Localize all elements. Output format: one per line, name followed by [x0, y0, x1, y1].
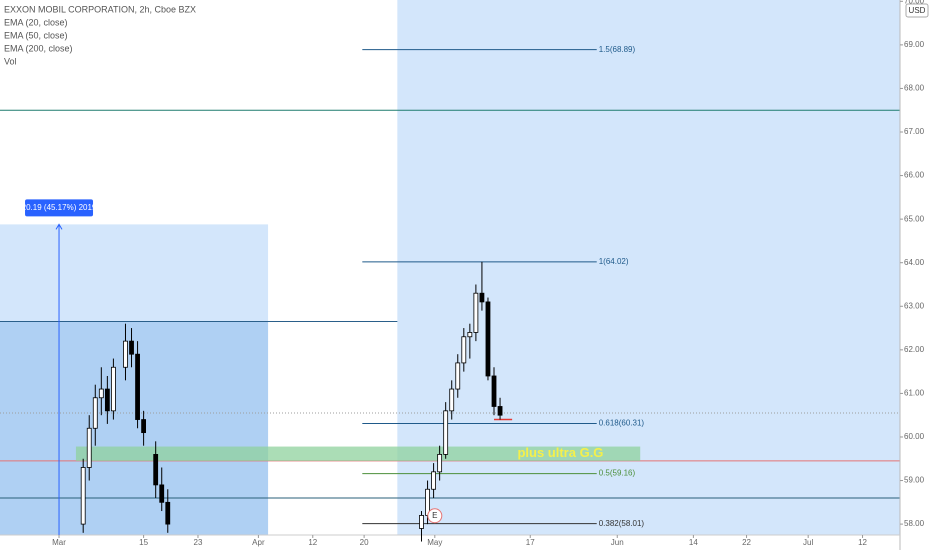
- fib-label: 0.5(59.16): [599, 469, 636, 478]
- y-tick-label: 69.00: [904, 40, 925, 49]
- y-tick-label: 70.00: [904, 0, 925, 5]
- y-tick-label: 66.00: [904, 171, 925, 180]
- candle-body: [461, 336, 467, 364]
- x-tick-label: 12: [308, 538, 317, 547]
- zone: [75, 446, 641, 461]
- event-marker: [427, 508, 443, 524]
- candle-body: [491, 375, 497, 407]
- candle-body: [449, 388, 455, 412]
- currency: USD: [909, 6, 926, 15]
- price-axis-bg: [900, 0, 932, 550]
- x-tick-label: Jun: [611, 538, 624, 547]
- drawings: [0, 0, 900, 535]
- candle-body: [473, 292, 479, 333]
- y-tick-label: 63.00: [904, 301, 925, 310]
- x-tick-label: 14: [689, 538, 698, 547]
- fib-label: 0.382(58.01): [599, 519, 645, 528]
- candle-body: [455, 362, 461, 390]
- x-tick-label: 20: [360, 538, 369, 547]
- y-tick-label: 60.00: [904, 432, 925, 441]
- legend-title: EXXON MOBIL CORPORATION, 2h, Cboe BZX: [4, 4, 196, 14]
- candle-body: [437, 454, 443, 473]
- event-label: E: [432, 511, 437, 520]
- candle-body: [98, 388, 104, 399]
- candle-body: [141, 419, 147, 434]
- x-tick-label: 12: [858, 538, 867, 547]
- y-tick-label: 59.00: [904, 476, 925, 485]
- candle-body: [431, 471, 436, 490]
- fib-label: 0.618(60.31): [599, 419, 645, 428]
- fib-label: 1.5(68.89): [599, 45, 636, 54]
- candle-body: [80, 467, 86, 525]
- candle-body: [86, 427, 92, 468]
- fib-label: 1(64.02): [599, 257, 629, 266]
- legend-indicator: EMA (20, close): [4, 17, 68, 27]
- rectangle: [0, 321, 269, 535]
- legend-indicator: Vol: [4, 56, 17, 66]
- y-tick-label: 68.00: [904, 84, 925, 93]
- legend-indicator: EMA (200, close): [4, 43, 73, 53]
- y-tick-label: 58.00: [904, 519, 925, 528]
- arrow-head: [55, 223, 63, 230]
- candle-body: [129, 340, 134, 355]
- x-tick-label: Apr: [252, 538, 265, 547]
- candle-body: [443, 410, 449, 455]
- currency-box: [905, 3, 929, 18]
- x-tick-label: 15: [139, 538, 148, 547]
- candle-body: [479, 292, 485, 303]
- y-tick-label: 65.00: [904, 214, 925, 223]
- candle-body: [104, 388, 110, 412]
- x-tick-label: 23: [194, 538, 203, 547]
- x-tick-label: Jul: [803, 538, 813, 547]
- candle-body: [159, 484, 165, 503]
- candle-body: [467, 332, 473, 338]
- candle-body: [123, 340, 128, 368]
- y-tick-label: 67.00: [904, 127, 925, 136]
- y-tick-label: 64.00: [904, 258, 925, 267]
- candle-body: [110, 366, 116, 412]
- measure-label: 20.19 (45.17%) 2019: [22, 203, 97, 212]
- candle-body: [165, 501, 171, 525]
- x-tick-label: May: [427, 538, 442, 547]
- measure-label-bg: [25, 199, 94, 217]
- candle-body: [497, 406, 503, 416]
- x-tick-label: Mar: [52, 538, 66, 547]
- candle-body: [135, 353, 140, 420]
- x-tick-label: 17: [526, 538, 535, 547]
- y-tick-label: 62.00: [904, 345, 925, 354]
- candle-body: [153, 454, 159, 486]
- candle-body: [419, 514, 424, 529]
- zone-label: plus ultra G.G: [517, 445, 603, 460]
- x-tick-label: 22: [742, 538, 751, 547]
- legend-indicator: EMA (50, close): [4, 30, 68, 40]
- candle-body: [92, 397, 98, 429]
- candle-body: [485, 301, 491, 377]
- rectangle: [397, 0, 900, 535]
- y-tick-label: 61.00: [904, 389, 925, 398]
